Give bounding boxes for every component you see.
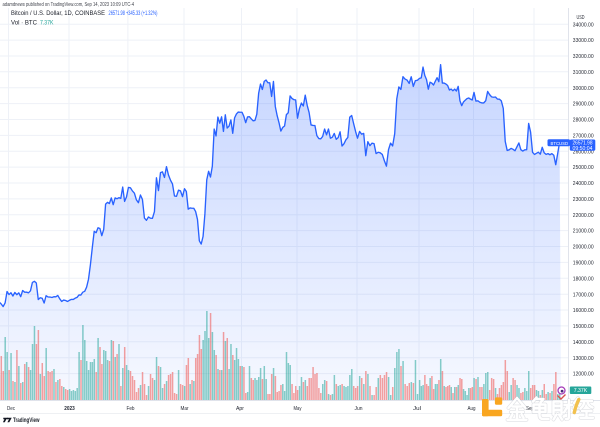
svg-text:16000.00: 16000.00 bbox=[573, 308, 594, 314]
svg-text:Sep: Sep bbox=[526, 406, 535, 412]
svg-text:33000.00: 33000.00 bbox=[573, 38, 594, 44]
svg-text:25000.00: 25000.00 bbox=[573, 165, 594, 171]
svg-text:May: May bbox=[294, 406, 302, 412]
svg-text:26571.98: 26571.98 bbox=[573, 141, 593, 147]
svg-text:28000.00: 28000.00 bbox=[573, 118, 594, 124]
svg-text:19000.00: 19000.00 bbox=[573, 261, 594, 267]
svg-text:7.37K: 7.37K bbox=[574, 388, 588, 394]
svg-text:adamdnews published on Trading: adamdnews published on TradingView.com, … bbox=[3, 2, 135, 8]
svg-text:15000.00: 15000.00 bbox=[573, 324, 594, 330]
svg-text:12000.00: 12000.00 bbox=[573, 372, 594, 378]
svg-text:09:50:04: 09:50:04 bbox=[573, 146, 593, 152]
svg-text:USD: USD bbox=[577, 15, 585, 21]
svg-text:Mar: Mar bbox=[181, 406, 189, 412]
svg-text:Aug: Aug bbox=[468, 406, 476, 412]
svg-text:Apr: Apr bbox=[236, 406, 244, 412]
svg-text:Jul: Jul bbox=[413, 406, 421, 412]
svg-text:27000.00: 27000.00 bbox=[573, 134, 594, 140]
svg-text:13000.00: 13000.00 bbox=[573, 356, 594, 362]
svg-text:22000.00: 22000.00 bbox=[573, 213, 594, 219]
svg-text:31000.00: 31000.00 bbox=[573, 70, 594, 76]
svg-text:20000.00: 20000.00 bbox=[573, 245, 594, 251]
svg-text:26571.98 +345.33 (+1.32%): 26571.98 +345.33 (+1.32%) bbox=[109, 11, 158, 17]
svg-text:32000.00: 32000.00 bbox=[573, 54, 594, 60]
svg-text:Feb: Feb bbox=[127, 406, 136, 412]
svg-text:30000.00: 30000.00 bbox=[573, 86, 594, 92]
svg-text:7.37K: 7.37K bbox=[40, 20, 54, 26]
svg-text:TradingView: TradingView bbox=[13, 418, 40, 424]
svg-text:BTCUSD: BTCUSD bbox=[551, 141, 569, 147]
svg-text:34000.00: 34000.00 bbox=[573, 22, 594, 28]
svg-text:23000.00: 23000.00 bbox=[573, 197, 594, 203]
svg-text:29000.00: 29000.00 bbox=[573, 102, 594, 108]
svg-text:24000.00: 24000.00 bbox=[573, 181, 594, 187]
svg-text:2023: 2023 bbox=[64, 406, 75, 412]
svg-text:Bitcoin / U.S. Dollar, 1D, COI: Bitcoin / U.S. Dollar, 1D, COINBASE bbox=[11, 11, 105, 17]
svg-text:26000.00: 26000.00 bbox=[573, 149, 594, 155]
svg-text:21000.00: 21000.00 bbox=[573, 229, 594, 235]
svg-text:Dec: Dec bbox=[7, 406, 15, 412]
svg-text:14000.00: 14000.00 bbox=[573, 340, 594, 346]
svg-text:Jun: Jun bbox=[355, 406, 363, 412]
svg-text:Vol · BTC: Vol · BTC bbox=[11, 20, 38, 26]
svg-text:18000.00: 18000.00 bbox=[573, 276, 594, 282]
svg-text:17000.00: 17000.00 bbox=[573, 292, 594, 298]
